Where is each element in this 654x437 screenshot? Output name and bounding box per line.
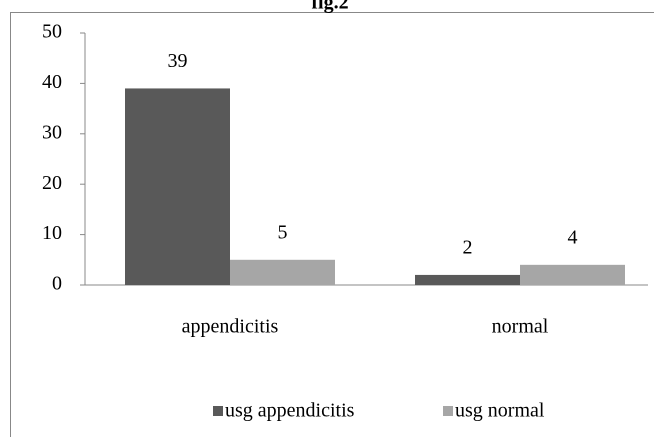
y-tick-label: 20 [42, 172, 62, 194]
bar [125, 88, 230, 285]
y-tick-label: 50 [42, 21, 62, 43]
data-label: 39 [168, 50, 188, 72]
y-tick-label: 30 [42, 121, 62, 143]
y-tick-label: 40 [42, 71, 62, 93]
chart-border [10, 12, 654, 437]
bar [520, 264, 625, 285]
legend-swatch [443, 406, 453, 416]
legend-swatch [213, 406, 223, 416]
x-tick-label: normal [492, 316, 549, 338]
data-label: 2 [463, 237, 473, 259]
data-label: 5 [278, 221, 288, 243]
x-tick-label: appendicitis [182, 316, 279, 338]
bar [415, 274, 520, 285]
legend-label: usg normal [455, 400, 545, 422]
legend-label: usg appendicitis [225, 400, 355, 422]
data-label: 4 [568, 226, 578, 248]
y-tick-label: 10 [42, 222, 62, 244]
bar [230, 259, 335, 285]
y-tick-label: 0 [52, 273, 62, 295]
chart-title: fig.2 [311, 0, 348, 14]
